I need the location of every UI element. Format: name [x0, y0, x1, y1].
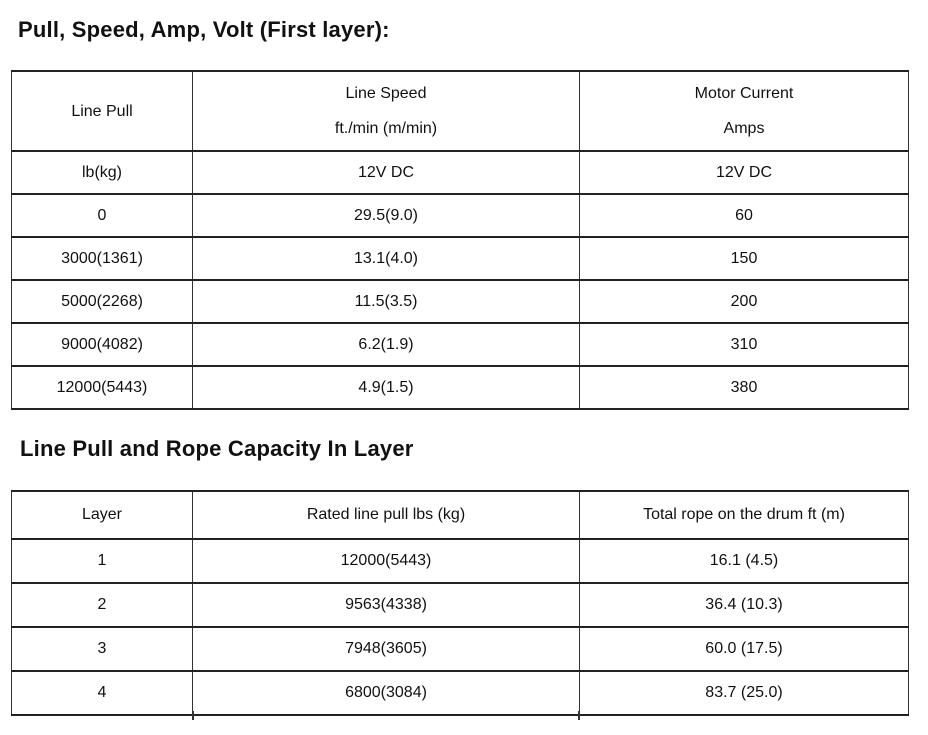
pull-speed-amp-volt-table: Line Pull Line Speed ft./min (m/min) Mot…: [11, 70, 909, 410]
table-row: 3000(1361) 13.1(4.0) 150: [11, 236, 909, 281]
table-cell: 13.1(4.0): [192, 236, 580, 281]
table-row: 1 12000(5443) 16.1 (4.5): [11, 538, 909, 584]
table-row: 4 6800(3084) 83.7 (25.0): [11, 670, 909, 716]
table-row: 3 7948(3605) 60.0 (17.5): [11, 626, 909, 672]
table-row: 9000(4082) 6.2(1.9) 310: [11, 322, 909, 367]
table-cell: 3: [11, 626, 193, 672]
cropped-row-border-stub: [578, 711, 580, 720]
table-cell: 36.4 (10.3): [579, 582, 909, 628]
table-header-row: Layer Rated line pull lbs (kg) Total rop…: [11, 490, 909, 540]
table-cell: 3000(1361): [11, 236, 193, 281]
section-title-pull-speed-amp-volt: Pull, Speed, Amp, Volt (First layer):: [18, 17, 390, 42]
table-cell: 9000(4082): [11, 322, 193, 367]
table-row: 2 9563(4338) 36.4 (10.3): [11, 582, 909, 628]
table-row: 5000(2268) 11.5(3.5) 200: [11, 279, 909, 324]
table-cell: 9563(4338): [192, 582, 580, 628]
table-cell: 60.0 (17.5): [579, 626, 909, 672]
table-row: 0 29.5(9.0) 60: [11, 193, 909, 238]
header-text: Motor Current: [694, 85, 794, 102]
section-title-line-pull-rope-capacity: Line Pull and Rope Capacity In Layer: [20, 436, 414, 461]
table-cell: 83.7 (25.0): [579, 670, 909, 716]
table-cell: 310: [579, 322, 909, 367]
table-cell: 12000(5443): [192, 538, 580, 584]
table-row: lb(kg) 12V DC 12V DC: [11, 150, 909, 195]
header-unit-text: ft./min (m/min): [334, 120, 438, 137]
table-cell: lb(kg): [11, 150, 193, 195]
header-text: Line Speed: [345, 85, 427, 102]
table-cell: 7948(3605): [192, 626, 580, 672]
table-cell: 5000(2268): [11, 279, 193, 324]
header-text: Line Pull: [71, 102, 133, 120]
table-cell: 2: [11, 582, 193, 628]
table-row: 12000(5443) 4.9(1.5) 380: [11, 365, 909, 410]
table-cell: 380: [579, 365, 909, 410]
header-layer: Layer: [11, 490, 193, 540]
table-cell: 11.5(3.5): [192, 279, 580, 324]
table-cell: 12000(5443): [11, 365, 193, 410]
cropped-row-border-stub: [192, 711, 194, 720]
header-line-speed: Line Speed ft./min (m/min): [192, 70, 580, 152]
header-total-rope: Total rope on the drum ft (m): [579, 490, 909, 540]
table-cell: 1: [11, 538, 193, 584]
table-cell: 150: [579, 236, 909, 281]
header-rated-line-pull: Rated line pull lbs (kg): [192, 490, 580, 540]
table-cell: 12V DC: [579, 150, 909, 195]
table-cell: 6.2(1.9): [192, 322, 580, 367]
table-cell: 4: [11, 670, 193, 716]
table-cell: 16.1 (4.5): [579, 538, 909, 584]
table-cell: 4.9(1.5): [192, 365, 580, 410]
header-line-pull: Line Pull: [11, 70, 193, 152]
table-cell: 29.5(9.0): [192, 193, 580, 238]
table-cell: 0: [11, 193, 193, 238]
table-cell: 60: [579, 193, 909, 238]
header-unit-text: Amps: [723, 120, 765, 137]
header-motor-current: Motor Current Amps: [579, 70, 909, 152]
rope-capacity-table: Layer Rated line pull lbs (kg) Total rop…: [11, 490, 909, 716]
table-cell: 6800(3084): [192, 670, 580, 716]
table-cell: 200: [579, 279, 909, 324]
table-cell: 12V DC: [192, 150, 580, 195]
table-header-row: Line Pull Line Speed ft./min (m/min) Mot…: [11, 70, 909, 152]
